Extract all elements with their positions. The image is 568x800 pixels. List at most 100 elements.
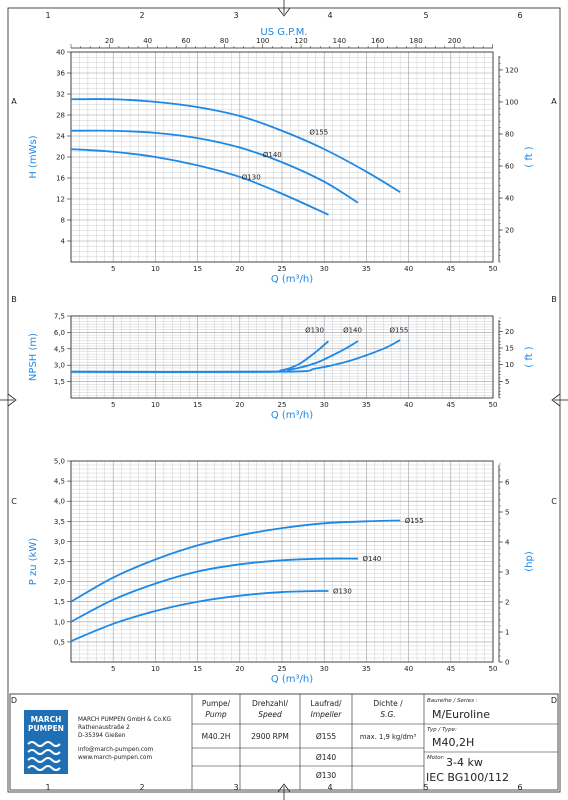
- speed-header: Drehzahl/: [252, 699, 288, 708]
- series-line: [70, 339, 401, 373]
- y2-tick-label: 3: [505, 569, 509, 577]
- x-tick-label: 40: [404, 665, 413, 673]
- series-line: [70, 557, 358, 623]
- y-tick-label: 5,0: [54, 458, 65, 466]
- col-label: 5: [423, 783, 428, 792]
- y2-tick-label: 80: [505, 130, 514, 138]
- pump-header-en: Pump: [205, 710, 227, 719]
- series-label: Ø140: [343, 327, 362, 335]
- grid: [70, 460, 494, 663]
- x-tick-label: 10: [151, 401, 160, 409]
- y-tick-label: 20: [56, 154, 65, 162]
- y-axis-label: H (mWs): [28, 135, 39, 178]
- type-value: M40,2H: [432, 736, 474, 749]
- series-label: Ø140: [263, 151, 282, 159]
- col-label: 4: [327, 11, 332, 20]
- impeller-value: Ø140: [316, 753, 336, 762]
- motor-label: Motor:: [427, 755, 445, 761]
- pump-value: M40.2H: [202, 732, 231, 741]
- row-label: B: [11, 295, 17, 304]
- gpm-tick-label: 100: [256, 37, 269, 45]
- x-tick-label: 15: [193, 401, 202, 409]
- x-axis-label: Q (m³/h): [271, 674, 313, 685]
- series-line: [70, 589, 329, 642]
- x-tick-label: 25: [278, 265, 287, 273]
- gpm-tick-label: 140: [333, 37, 346, 45]
- y-tick-label: 12: [56, 196, 65, 204]
- impeller-header: Laufrad/: [310, 699, 342, 708]
- pump-header: Pumpe/: [202, 699, 231, 708]
- y-tick-label: 7,5: [54, 313, 65, 321]
- y-tick-label: 16: [56, 175, 65, 183]
- y-tick-label: 32: [56, 91, 65, 99]
- x-tick-label: 25: [278, 665, 287, 673]
- y-tick-label: 6,0: [54, 329, 65, 337]
- us-gpm-label: US G.P.M.: [260, 27, 307, 38]
- density-header: Dichte /: [373, 699, 403, 708]
- x-axis-label: Q (m³/h): [271, 274, 313, 285]
- series-label: Ø130: [305, 327, 324, 335]
- logo-text-pumpen: PUMPEN: [28, 724, 64, 733]
- x-tick-label: 35: [362, 265, 371, 273]
- row-label: A: [551, 97, 557, 106]
- x-tick-label: 45: [446, 401, 455, 409]
- x-tick-label: 45: [446, 665, 455, 673]
- speed-header-en: Speed: [258, 710, 282, 719]
- series-label: Ø140: [362, 555, 381, 563]
- x-tick-label: 5: [111, 401, 115, 409]
- col-labels-bottom: 1 2 3 4 5 6: [45, 783, 522, 792]
- series-line: [70, 148, 329, 216]
- us-gpm-axis: US G.P.M. 20 40 60 80 100 120 140 160 180 200: [70, 27, 493, 49]
- x-tick-label: 20: [235, 665, 244, 673]
- y2-tick-label: 1: [505, 629, 509, 637]
- y2-tick-label: 4: [505, 539, 510, 547]
- y2-tick-label: 20: [505, 226, 514, 234]
- density-value: max. 1,9 kg/dm³: [360, 733, 417, 741]
- y-tick-label: 36: [56, 70, 65, 78]
- col-label: 3: [233, 11, 238, 20]
- gpm-tick-label: 60: [182, 37, 191, 45]
- motor-value: 3-4 kw: [446, 756, 483, 769]
- x-tick-label: 20: [235, 265, 244, 273]
- y2-tick-label: 5: [505, 509, 509, 517]
- x-tick-label: 10: [151, 665, 160, 673]
- x-tick-label: 25: [278, 401, 287, 409]
- x-tick-label: 30: [320, 665, 329, 673]
- x-tick-label: 45: [446, 265, 455, 273]
- x-tick-label: 15: [193, 265, 202, 273]
- series-line: [70, 129, 359, 204]
- y-tick-label: 1,5: [54, 378, 65, 386]
- row-labels: A B C D A B C D: [11, 97, 557, 705]
- gpm-tick-label: 200: [448, 37, 461, 45]
- y2-axis-label: (hp): [524, 551, 535, 572]
- col-label: 3: [233, 783, 238, 792]
- x-tick-label: 10: [151, 265, 160, 273]
- y-tick-label: 0,5: [54, 638, 65, 646]
- gpm-tick-label: 160: [371, 37, 384, 45]
- grid: [70, 51, 494, 263]
- speed-value: 2900 RPM: [251, 732, 289, 741]
- npsh-chart: 5 10 15 20 25 30 35 40 45 50 Q (m³/h) 1,5 3,0 4,5 6,0 7…: [28, 313, 535, 422]
- row-label: A: [11, 97, 17, 106]
- series-label: Baureihe / Series :: [427, 698, 478, 704]
- type-label: Typ / Type:: [427, 727, 457, 733]
- y2-tick-label: 100: [505, 98, 518, 106]
- col-label: 6: [517, 783, 522, 792]
- company-email[interactable]: info@march-pumpen.com: [78, 747, 154, 753]
- y-tick-label: 2,5: [54, 558, 65, 566]
- x-tick-label: 50: [489, 265, 498, 273]
- row-label: B: [551, 295, 557, 304]
- grid: [70, 315, 494, 399]
- y-axis-label: NPSH (m): [28, 333, 39, 381]
- y-tick-label: 3,0: [54, 538, 65, 546]
- y-tick-label: 24: [56, 133, 65, 141]
- y-tick-label: 28: [56, 112, 65, 120]
- plot-border: [70, 315, 494, 399]
- y-tick-label: 4: [61, 238, 66, 246]
- company-website[interactable]: www.march-pumpen.com: [78, 755, 152, 761]
- series-value: M/Euroline: [432, 708, 490, 721]
- impeller-header-en: Impeller: [311, 710, 343, 719]
- logo-text-march: MARCH: [31, 715, 62, 724]
- x-axis-label: Q (m³/h): [271, 410, 313, 421]
